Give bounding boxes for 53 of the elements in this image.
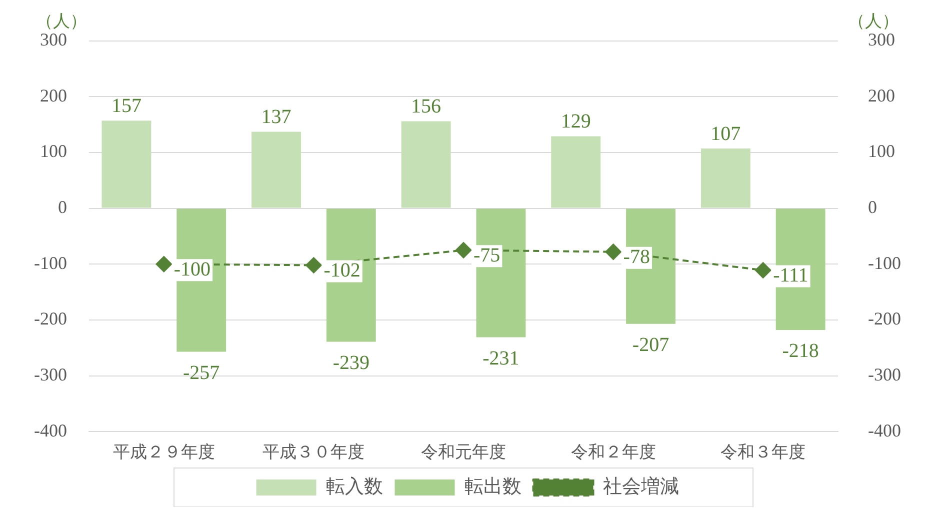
data-label: 107 <box>710 122 741 145</box>
bar <box>626 208 676 324</box>
data-label: -257 <box>183 362 220 384</box>
data-label: 157 <box>111 94 142 117</box>
y-tick-label: -100 <box>34 252 67 273</box>
point <box>156 256 172 272</box>
data-label: -102 <box>324 259 360 282</box>
x-tick-label: 令和３年度 <box>720 442 806 462</box>
data-label: -111 <box>773 264 808 287</box>
x-tick-label: 平成２９年度 <box>112 442 215 462</box>
point <box>306 257 322 274</box>
y2-tick-label: -300 <box>868 364 902 385</box>
x-tick-label: 平成３０年度 <box>262 442 365 462</box>
y2-tick-label: 100 <box>868 141 896 162</box>
bar <box>476 208 526 338</box>
y-axis-title: （人） <box>36 11 87 30</box>
y2-axis-title: （人） <box>848 11 899 30</box>
y-tick-label: 0 <box>58 197 67 218</box>
data-label: 129 <box>560 110 591 133</box>
y2-tick-label: -200 <box>868 308 902 329</box>
data-label: -78 <box>623 246 650 268</box>
bar <box>401 121 451 208</box>
y-tick-label: -200 <box>34 308 67 329</box>
y2-tick-label: 200 <box>868 85 896 106</box>
point <box>755 262 772 278</box>
y-tick-label: -300 <box>34 364 67 385</box>
x-tick-label: 令和２年度 <box>570 442 656 462</box>
x-tick-label: 令和元年度 <box>421 442 506 462</box>
y2-tick-label: 0 <box>868 197 878 218</box>
legend-label: 転出数 <box>464 476 522 498</box>
y-tick-label: -400 <box>34 420 67 440</box>
data-label: -231 <box>482 348 520 370</box>
data-label: -207 <box>632 334 670 356</box>
data-label: -218 <box>782 340 819 362</box>
y2-tick-label: -100 <box>868 252 902 273</box>
y-tick-label: 200 <box>40 85 67 106</box>
point <box>456 242 472 258</box>
data-label: -239 <box>332 352 370 374</box>
y-tick-label: 100 <box>40 141 67 162</box>
bar <box>252 132 301 208</box>
y2-tick-label: 300 <box>868 30 896 50</box>
bar <box>102 120 152 208</box>
data-label: 156 <box>411 95 442 118</box>
point <box>605 244 622 260</box>
data-label: -75 <box>474 244 500 266</box>
data-label: -100 <box>174 258 211 280</box>
legend-label: 社会増減 <box>602 475 679 498</box>
legend-label: 転入数 <box>326 476 383 498</box>
y2-tick-label: -400 <box>868 420 902 440</box>
y-tick-label: 300 <box>40 30 67 50</box>
bar <box>700 148 750 208</box>
data-label: 137 <box>261 106 292 128</box>
bar <box>551 136 601 208</box>
